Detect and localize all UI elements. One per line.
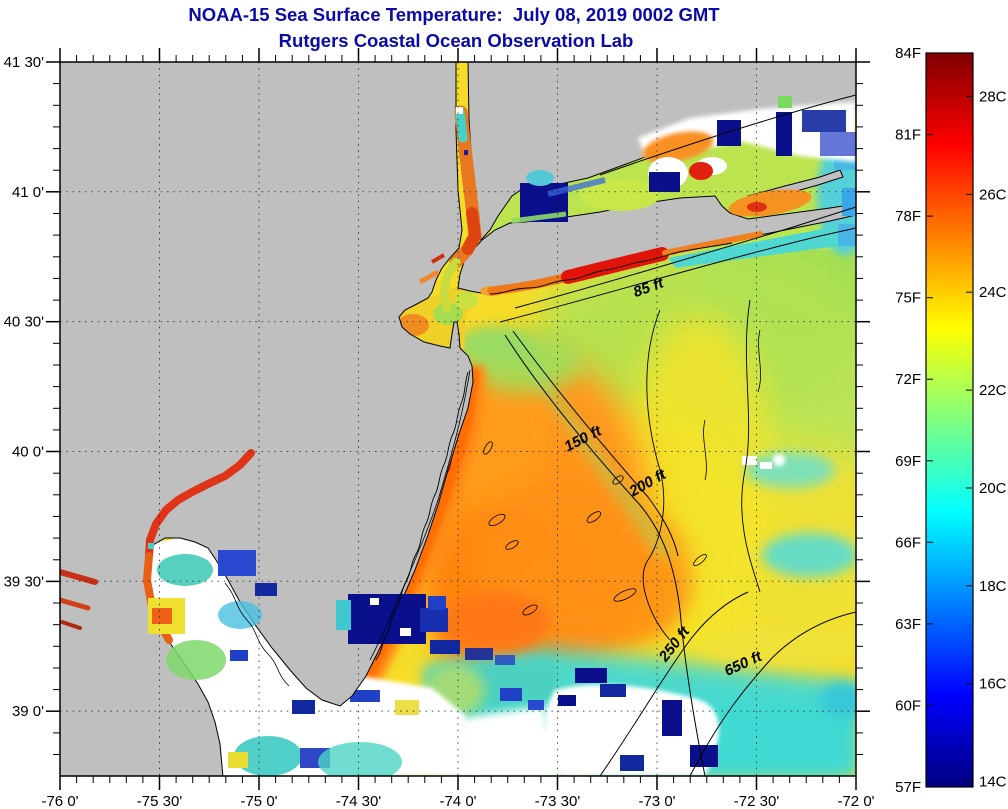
svg-text:75F: 75F [895,290,921,307]
svg-text:20C: 20C [979,480,1007,497]
svg-text:-73 0': -73 0' [638,793,675,809]
svg-text:72F: 72F [895,371,921,388]
svg-text:26C: 26C [979,186,1007,203]
svg-text:63F: 63F [895,616,921,633]
svg-text:Rutgers Coastal Ocean Observat: Rutgers Coastal Ocean Observation Lab [279,30,634,51]
svg-text:-75 30': -75 30' [137,793,183,809]
svg-text:-72 0': -72 0' [837,793,874,809]
svg-text:41 0': 41 0' [12,184,44,201]
svg-text:16C: 16C [979,676,1007,693]
svg-text:-73 30': -73 30' [535,793,581,809]
svg-text:78F: 78F [895,208,921,225]
svg-text:69F: 69F [895,453,921,470]
svg-text:84F: 84F [895,45,921,62]
svg-text:81F: 81F [895,127,921,144]
svg-text:-72 30': -72 30' [734,793,780,809]
svg-text:22C: 22C [979,382,1007,399]
svg-text:14C: 14C [979,774,1007,791]
svg-text:-74 30': -74 30' [336,793,382,809]
svg-text:NOAA-15 Sea Surface Temperatur: NOAA-15 Sea Surface Temperature: July 08… [188,4,720,25]
svg-text:28C: 28C [979,89,1007,106]
svg-text:41 30': 41 30' [4,54,45,71]
svg-text:24C: 24C [979,284,1007,301]
svg-text:66F: 66F [895,534,921,551]
svg-text:40 0': 40 0' [12,444,44,461]
svg-text:39 0': 39 0' [12,703,44,720]
svg-text:18C: 18C [979,578,1007,595]
svg-text:60F: 60F [895,697,921,714]
svg-text:-75 0': -75 0' [240,793,277,809]
svg-text:40 30': 40 30' [4,314,45,331]
svg-text:-76 0': -76 0' [41,793,78,809]
svg-text:-74 0': -74 0' [439,793,476,809]
svg-text:39 30': 39 30' [4,573,45,590]
svg-text:57F: 57F [895,779,921,796]
